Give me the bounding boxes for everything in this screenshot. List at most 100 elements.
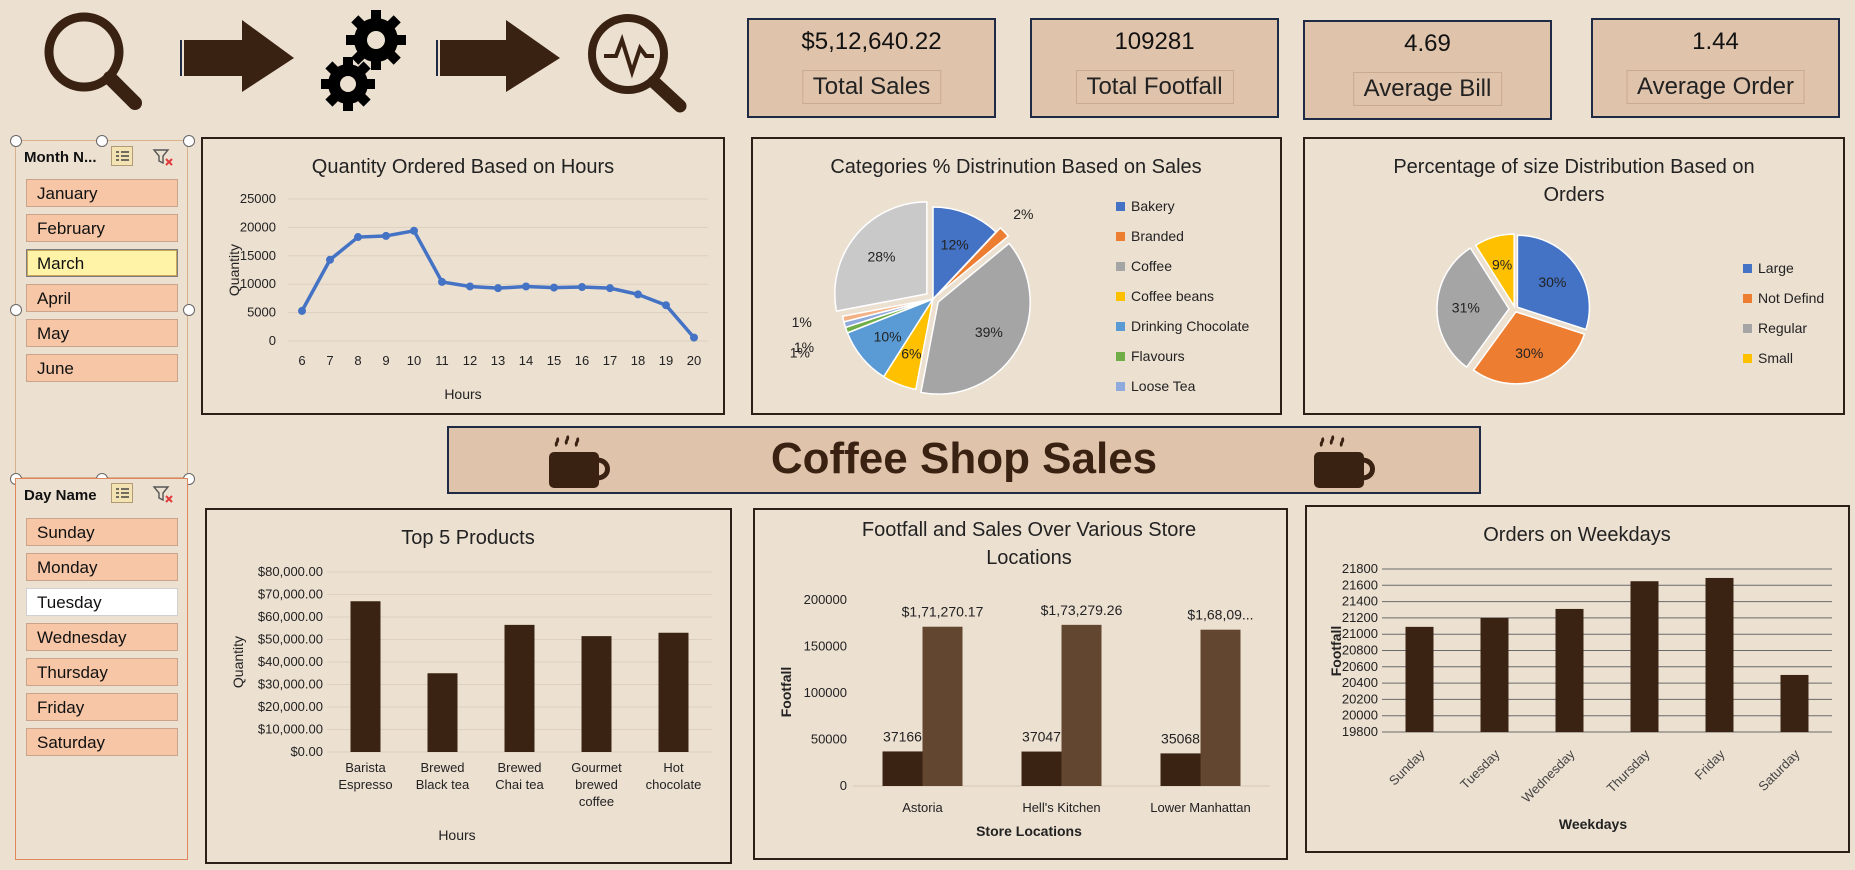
bar [427, 673, 458, 752]
y-tick-label: 20800 [1342, 643, 1378, 658]
resize-handle[interactable] [183, 304, 195, 316]
pie-slice [1474, 233, 1515, 309]
multi-select-button[interactable] [111, 146, 133, 166]
month-february[interactable]: February [26, 214, 178, 242]
chart-title: Quantity Ordered Based on Hours [312, 156, 614, 178]
legend-swatch [1116, 352, 1125, 361]
bar [504, 624, 535, 752]
y-tick-label: $40,000.00 [258, 654, 323, 669]
slicer-header: Month N... [24, 149, 97, 166]
day-tuesday[interactable]: Tuesday [26, 588, 178, 616]
pie-slice [834, 201, 928, 313]
bar [1555, 608, 1584, 732]
data-point [634, 290, 642, 299]
multi-select-button[interactable] [111, 483, 133, 503]
y-tick-label: $70,000.00 [258, 587, 323, 602]
y-tick-label: 20200 [1342, 691, 1378, 706]
resize-handle[interactable] [10, 304, 22, 316]
day-sunday[interactable]: Sunday [26, 518, 178, 546]
day-friday[interactable]: Friday [26, 693, 178, 721]
data-point [578, 283, 586, 292]
x-tick-label: Friday [1691, 746, 1727, 782]
legend-label: Not Defind [1758, 290, 1824, 306]
x-tick-label: 8 [354, 353, 361, 368]
legend-swatch [1743, 324, 1752, 333]
coffee-cup-icon [1314, 434, 1375, 488]
chart-size-pie[interactable]: Percentage of size Distribution Based on… [1303, 137, 1845, 415]
pie-slice [1516, 234, 1591, 331]
day-thursday[interactable]: Thursday [26, 658, 178, 686]
data-point [438, 277, 446, 286]
x-tick-label: Wednesday [1519, 746, 1578, 805]
month-april[interactable]: April [26, 284, 178, 312]
resize-handle[interactable] [183, 135, 195, 147]
chart-store-locations[interactable]: Footfall and Sales Over Various Store Loc… [753, 508, 1288, 860]
y-tick-label: $20,000.00 [258, 699, 323, 714]
data-point [662, 301, 670, 310]
x-tick-label: Brewed [497, 760, 541, 775]
month-june[interactable]: June [26, 354, 178, 382]
kpi-total-footfall: 109281 Total Footfall [1030, 18, 1279, 118]
x-tick-label: Brewed [420, 760, 464, 775]
y-tick-label: 0 [840, 778, 847, 793]
legend-label: Branded [1131, 228, 1184, 244]
chart-title: Locations [986, 547, 1072, 569]
chart-categories-pie[interactable]: Categories % Distrinution Based on Sales… [751, 137, 1282, 415]
y-tick-label: 150000 [804, 639, 847, 654]
y-tick-label: 21000 [1342, 626, 1378, 641]
chart-title: Orders [1543, 184, 1604, 206]
x-tick-label: Hell's Kitchen [1022, 800, 1100, 815]
pie-slice [1472, 310, 1586, 385]
bar [1200, 629, 1241, 786]
data-label: $1,73,279.26 [1041, 602, 1123, 618]
y-tick-label: 0 [269, 333, 276, 348]
x-tick-label: chocolate [646, 777, 702, 792]
y-axis-label: Quantity [226, 244, 242, 296]
resize-handle[interactable] [96, 135, 108, 147]
x-tick-label: brewed [575, 777, 618, 792]
day-wednesday[interactable]: Wednesday [26, 623, 178, 651]
x-tick-label: 15 [547, 353, 561, 368]
y-tick-label: 200000 [804, 592, 847, 607]
chart-quantity-by-hours[interactable]: Quantity Ordered Based on Hours 0 5000 1000… [201, 137, 725, 415]
bar [1160, 753, 1201, 786]
y-axis-label: Footfall [778, 667, 794, 718]
chart-top5-products[interactable]: Top 5 Products $0.00 $10,000.00 $20,000.00 $… [205, 508, 732, 864]
bar [882, 751, 923, 786]
data-label: 31% [1452, 299, 1480, 315]
line-chart: Quantity Ordered Based on Hours 0 5000 1000… [226, 156, 708, 402]
y-tick-label: 20000 [240, 219, 276, 234]
data-label: 39% [975, 324, 1003, 340]
month-january[interactable]: January [26, 179, 178, 207]
legend-swatch [1116, 232, 1125, 241]
x-tick-label: Hot [663, 760, 684, 775]
x-tick-label: 9 [382, 353, 389, 368]
data-label: 1% [794, 339, 814, 355]
legend-swatch [1743, 354, 1752, 363]
x-tick-label: 13 [491, 353, 505, 368]
pie-slice [932, 206, 998, 301]
data-label: 37047 [1022, 729, 1061, 745]
day-saturday[interactable]: Saturday [26, 728, 178, 756]
clear-filter-button[interactable] [152, 147, 174, 167]
data-point [298, 306, 306, 315]
chart-weekday-orders[interactable]: Orders on Weekdays 19800 20000 20200 20400 20… [1305, 505, 1850, 853]
bar [1061, 624, 1102, 786]
clear-filter-button[interactable] [152, 484, 174, 504]
resize-handle[interactable] [10, 135, 22, 147]
x-tick-label: Astoria [902, 800, 943, 815]
legend-swatch [1743, 264, 1752, 273]
data-point [326, 255, 334, 264]
chart-title: Orders on Weekdays [1483, 524, 1671, 546]
analytics-search-icon [588, 14, 687, 113]
data-label: 30% [1538, 274, 1566, 290]
chart-title: Footfall and Sales Over Various Store [862, 519, 1196, 541]
month-may[interactable]: May [26, 319, 178, 347]
kpi-value: 109281 [1114, 28, 1195, 55]
data-point [382, 231, 390, 240]
x-tick-label: Lower Manhattan [1150, 800, 1250, 815]
day-monday[interactable]: Monday [26, 553, 178, 581]
y-tick-label: $80,000.00 [258, 564, 323, 579]
month-march[interactable]: March [26, 249, 178, 277]
legend-label: Flavours [1131, 348, 1185, 364]
